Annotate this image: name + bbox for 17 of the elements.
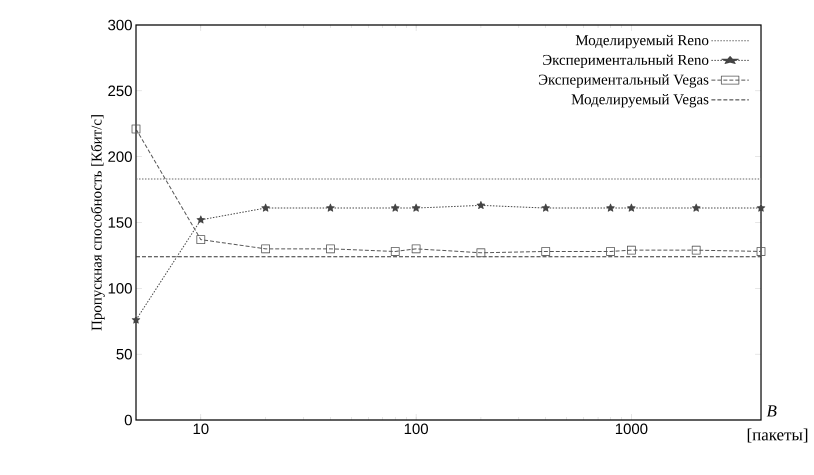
y-tick-label: 200 [108, 151, 132, 162]
legend-label: Экспериментальный Reno [543, 54, 708, 68]
y-tick-label: 300 [108, 20, 132, 30]
x-tick-label: 100 [404, 424, 428, 434]
y-axis-title: Пропускная способность [Кбит/с] [90, 115, 105, 331]
y-tick-label: 50 [116, 348, 132, 360]
x-tick-label: 1000 [616, 424, 648, 434]
y-tick-label: 100 [108, 283, 132, 294]
text: [пакеты] [748, 428, 808, 443]
y-tick-label: 250 [108, 86, 132, 96]
x-tick-label: 10 [194, 424, 209, 434]
legend-label: Экспериментальный Vegas [538, 74, 708, 88]
legend-label: Моделируемый Vegas [572, 94, 708, 108]
legend-label: Моделируемый Reno [576, 34, 708, 48]
y-tick-label: 150 [108, 217, 132, 228]
y-tick-label: 0 [124, 414, 132, 426]
x-axis-title: B [766, 405, 776, 416]
